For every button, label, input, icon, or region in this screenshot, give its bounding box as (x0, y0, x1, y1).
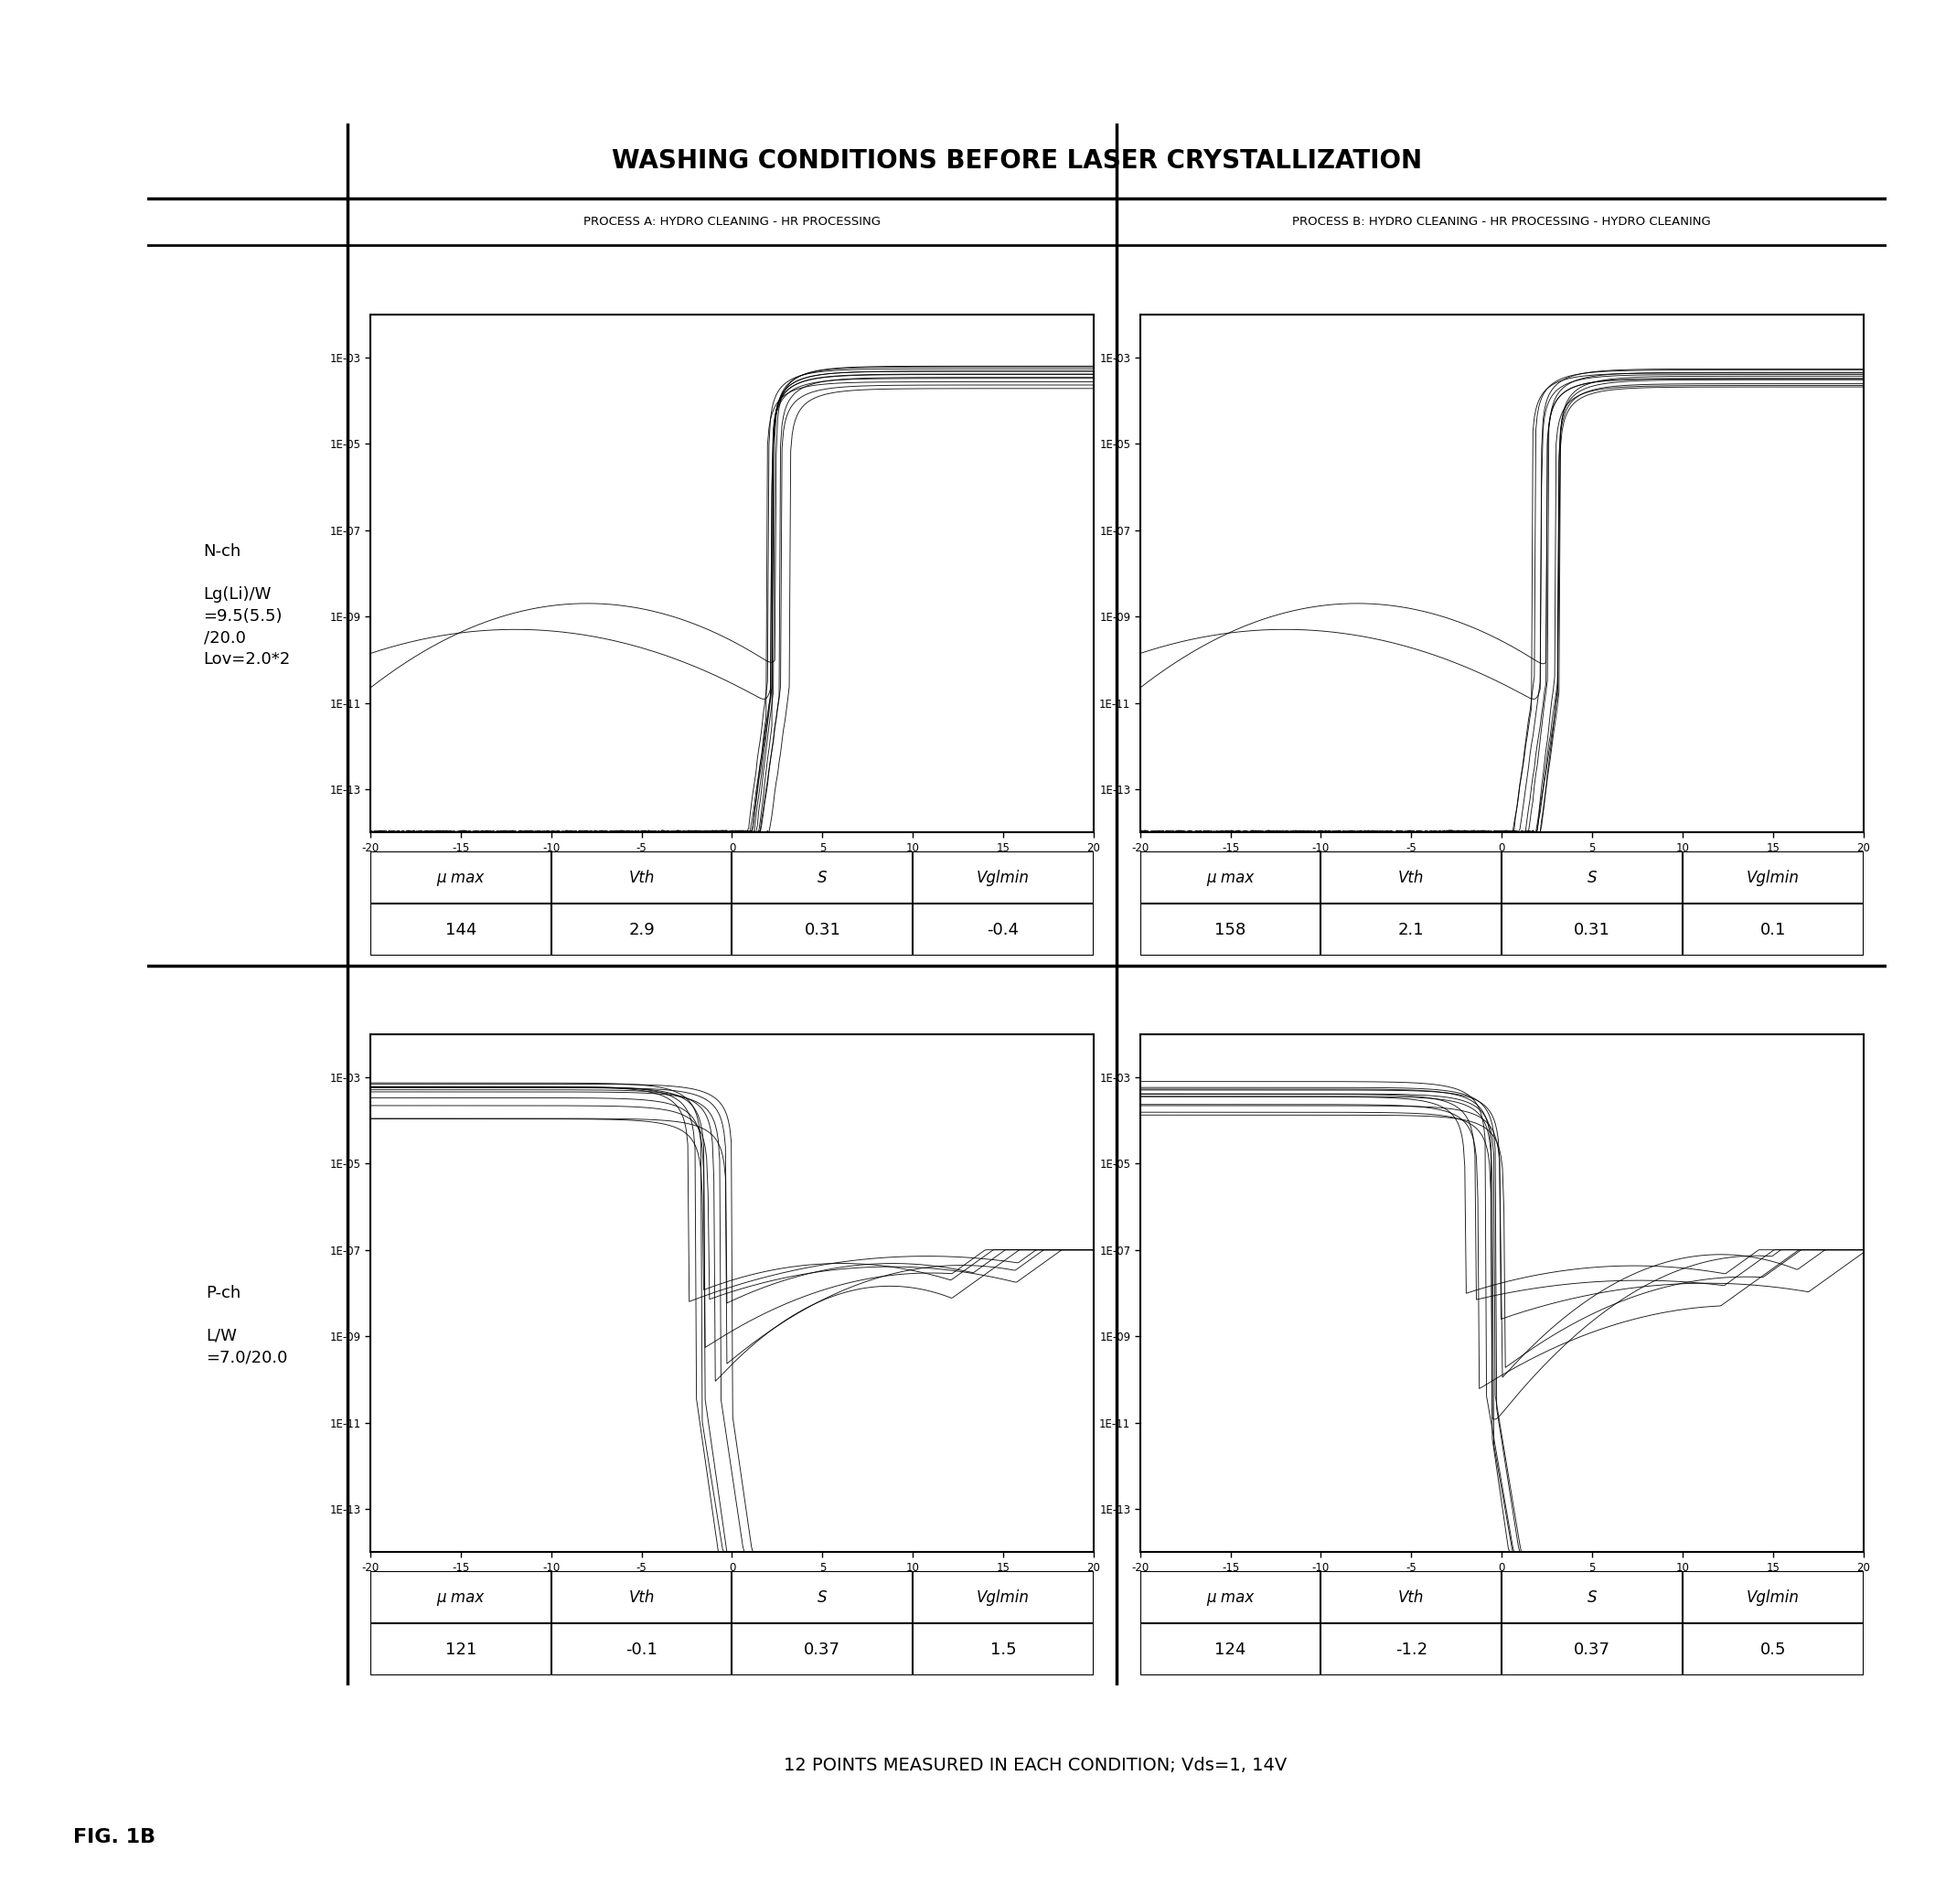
Text: 0.1: 0.1 (1761, 922, 1786, 939)
Text: 0.31: 0.31 (1573, 922, 1610, 939)
Text: S: S (1587, 1590, 1596, 1605)
Text: Vth: Vth (1399, 870, 1424, 885)
Text: 144: 144 (445, 922, 476, 939)
Text: 158: 158 (1215, 922, 1246, 939)
Text: Vth: Vth (1399, 1590, 1424, 1605)
Text: -0.1: -0.1 (625, 1641, 658, 1658)
Text: Vglmin: Vglmin (977, 1590, 1029, 1605)
Text: Vglmin: Vglmin (1747, 1590, 1800, 1605)
Text: 12 POINTS MEASURED IN EACH CONDITION; Vds=1, 14V: 12 POINTS MEASURED IN EACH CONDITION; Vd… (784, 1755, 1287, 1775)
Text: P-ch

L/W
=7.0/20.0: P-ch L/W =7.0/20.0 (207, 1285, 288, 1365)
Text: 121: 121 (445, 1641, 476, 1658)
Text: Vth: Vth (629, 870, 654, 885)
Text: 0.31: 0.31 (805, 922, 840, 939)
Text: 2.1: 2.1 (1399, 922, 1424, 939)
Text: μ max: μ max (437, 1590, 484, 1605)
Text: 0.37: 0.37 (805, 1641, 840, 1658)
Text: S: S (819, 870, 826, 885)
Text: -0.4: -0.4 (987, 922, 1020, 939)
Text: N-ch

Lg(Li)/W
=9.5(5.5)
/20.0
Lov=2.0*2: N-ch Lg(Li)/W =9.5(5.5) /20.0 Lov=2.0*2 (203, 543, 290, 668)
Text: 0.37: 0.37 (1573, 1641, 1610, 1658)
Text: FIG. 1B: FIG. 1B (74, 1828, 157, 1847)
Text: 1.5: 1.5 (991, 1641, 1016, 1658)
Text: μ max: μ max (1207, 870, 1254, 885)
Text: PROCESS B: HYDRO CLEANING - HR PROCESSING - HYDRO CLEANING: PROCESS B: HYDRO CLEANING - HR PROCESSIN… (1293, 217, 1711, 228)
Text: WASHING CONDITIONS BEFORE LASER CRYSTALLIZATION: WASHING CONDITIONS BEFORE LASER CRYSTALL… (611, 149, 1422, 173)
Text: Vglmin: Vglmin (1747, 870, 1800, 885)
Text: 2.9: 2.9 (629, 922, 654, 939)
Text: μ max: μ max (437, 870, 484, 885)
Text: PROCESS A: HYDRO CLEANING - HR PROCESSING: PROCESS A: HYDRO CLEANING - HR PROCESSIN… (582, 217, 880, 228)
Text: 124: 124 (1215, 1641, 1246, 1658)
Text: -1.2: -1.2 (1395, 1641, 1428, 1658)
Text: Vglmin: Vglmin (977, 870, 1029, 885)
Text: S: S (1587, 870, 1596, 885)
Text: μ max: μ max (1207, 1590, 1254, 1605)
Text: 0.5: 0.5 (1761, 1641, 1786, 1658)
Text: Vth: Vth (629, 1590, 654, 1605)
Text: S: S (819, 1590, 826, 1605)
